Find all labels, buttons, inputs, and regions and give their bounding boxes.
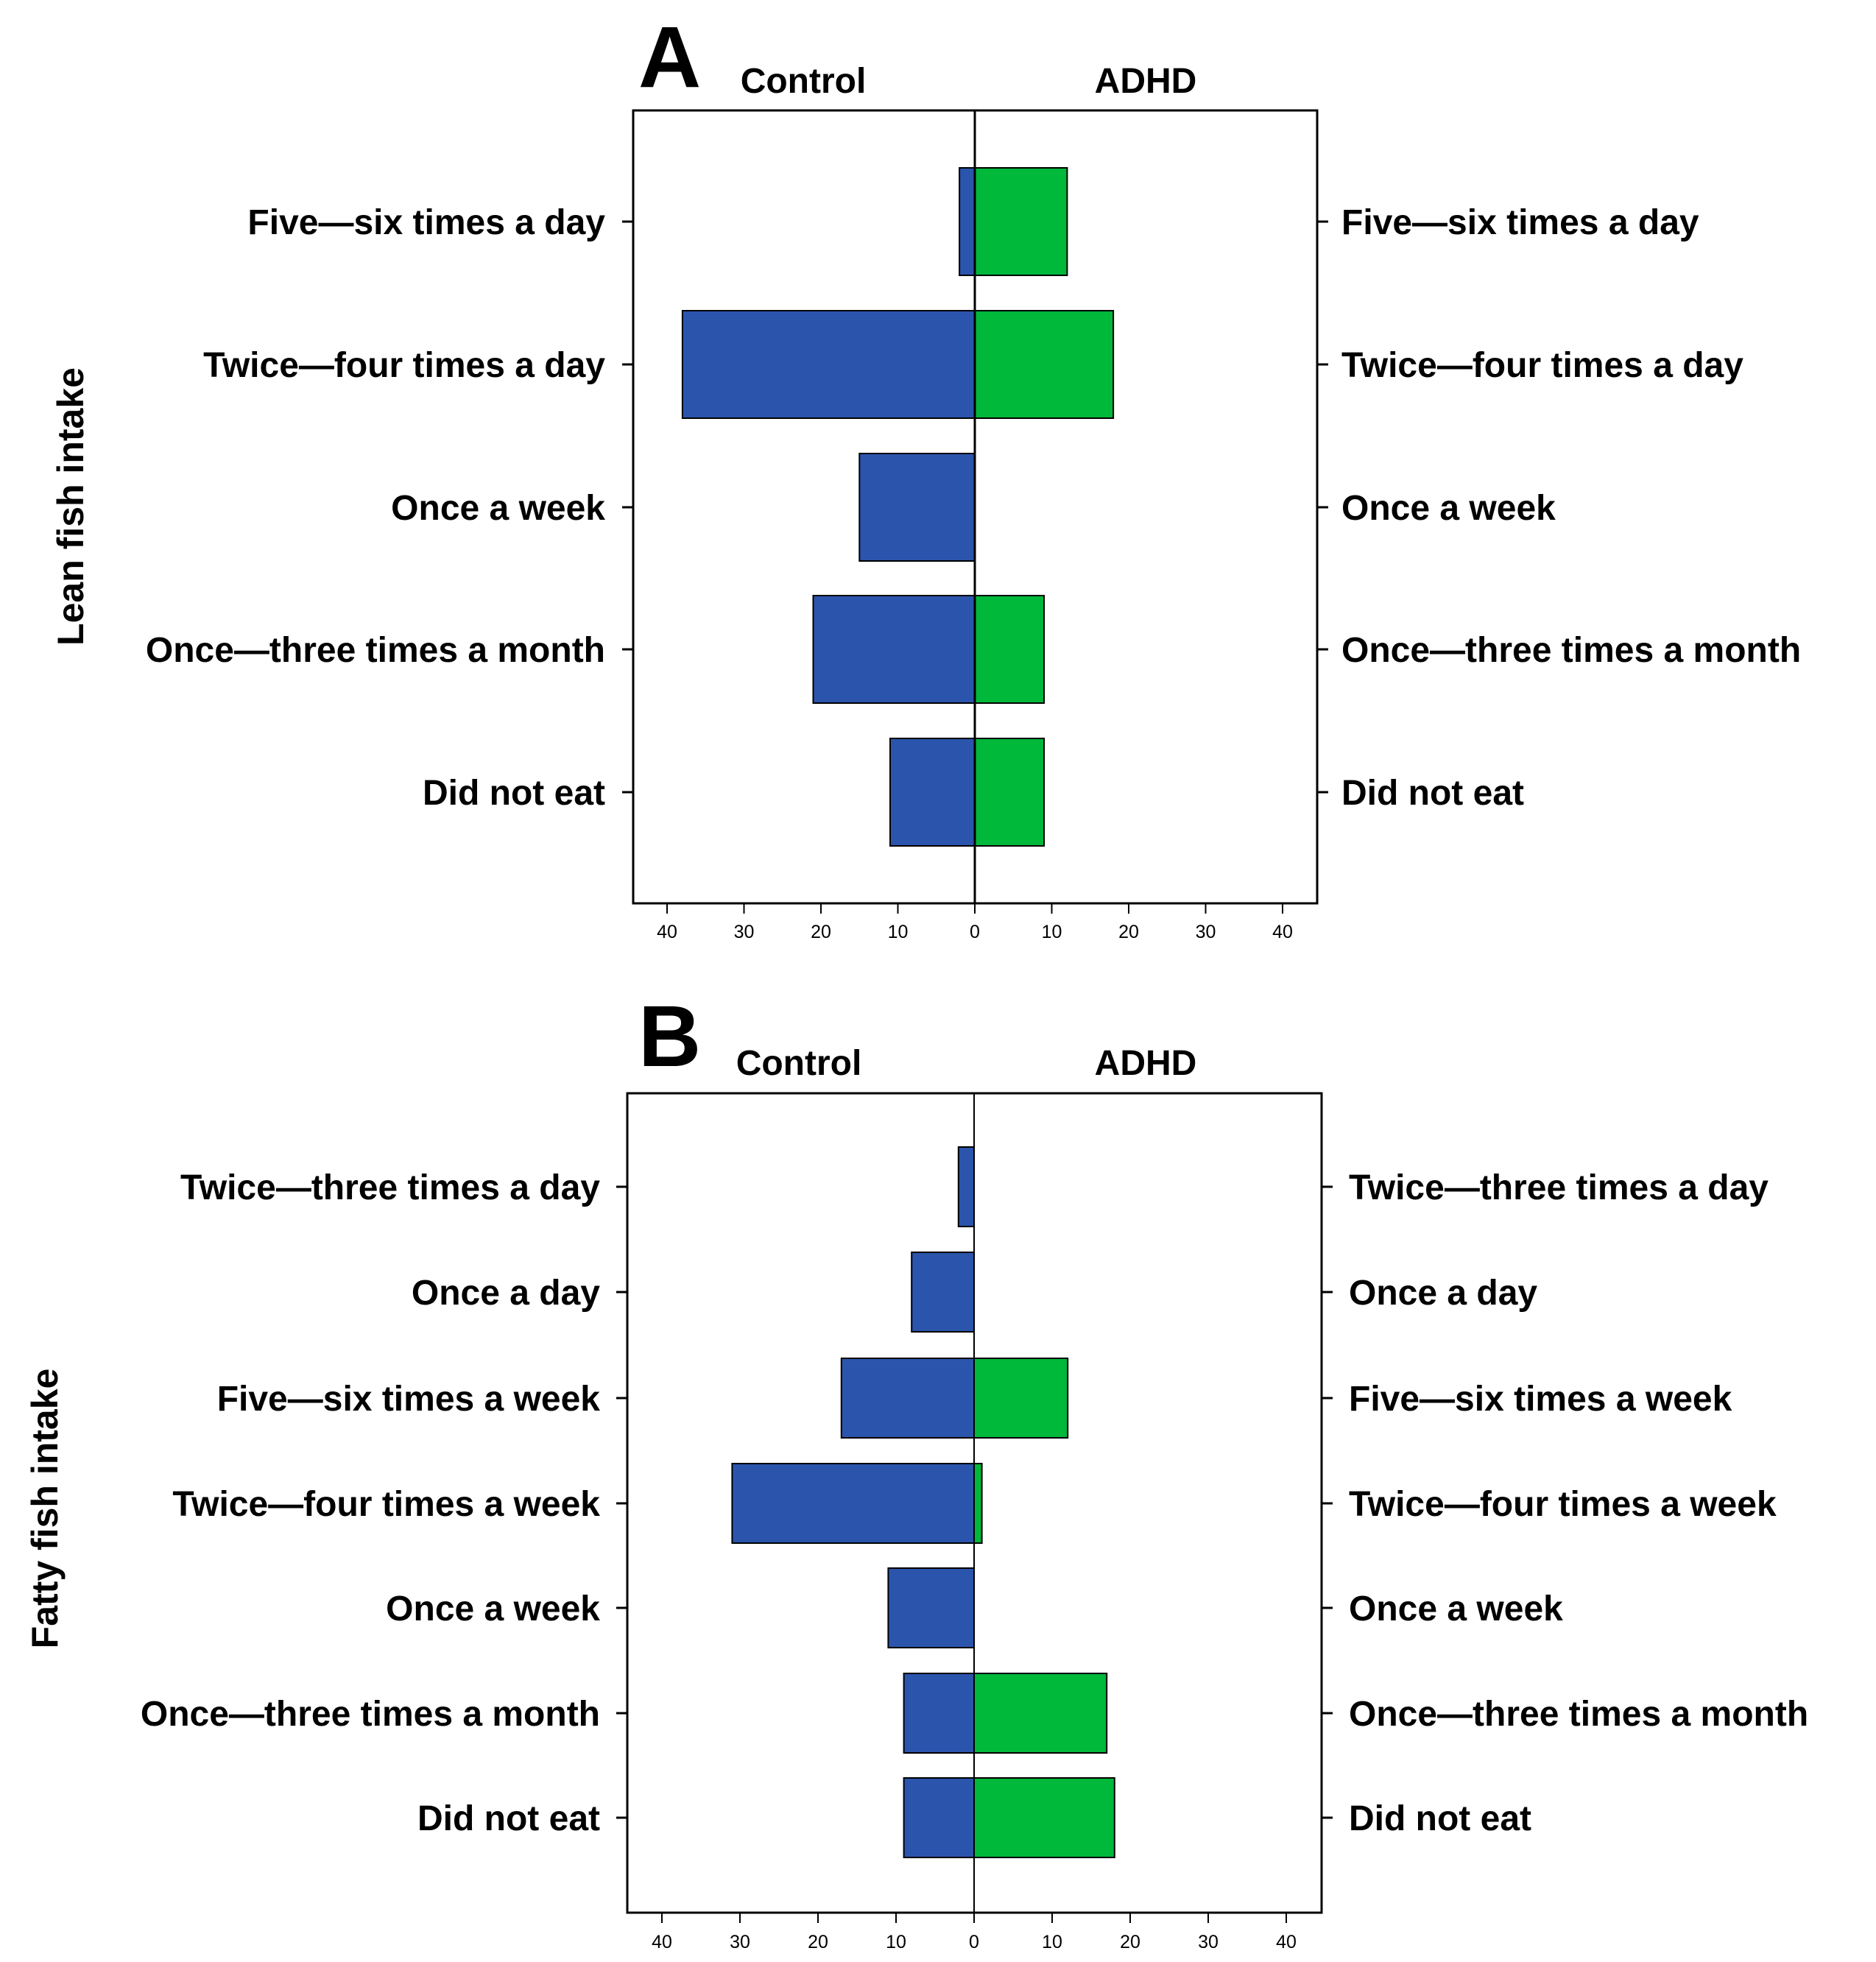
panel-b-right-category-label: Once a week — [1349, 1589, 1563, 1628]
panel-b-left-category-label: Five—six times a week — [217, 1380, 601, 1419]
panel-b-bar-adhd-3 — [973, 1358, 1069, 1439]
panel-b-category-labels: Twice—three times a day Twice—three times… — [141, 1168, 1808, 1838]
panel-b-x-tick-label: 30 — [1198, 1932, 1219, 1952]
panel-b-x-tick-label: 0 — [969, 1932, 979, 1952]
panel-b-right-category-label: Twice—four times a week — [1349, 1485, 1777, 1524]
panel-a-x-axis: 40 30 20 10 0 10 20 30 40 — [657, 903, 1293, 942]
panel-b-right-category-label: Twice—three times a day — [1349, 1168, 1769, 1207]
panel-b-left-category-label: Once a week — [386, 1589, 600, 1628]
panel-b-right-group-label: ADHD — [1095, 1044, 1197, 1083]
panel-b-x-tick-label: 10 — [886, 1932, 906, 1952]
panel-a-x-tick-label: 20 — [1118, 922, 1139, 942]
panel-b-bar-adhd-7 — [973, 1777, 1115, 1858]
panel-a-bar-adhd-1 — [974, 167, 1068, 276]
panel-b-bar-control-7 — [903, 1777, 975, 1858]
panel-a-x-tick-label: 10 — [1042, 922, 1062, 942]
panel-a-bars — [681, 167, 1115, 847]
panel-a-left-group-label: Control — [741, 62, 867, 101]
panel-a-bar-control-4 — [812, 595, 976, 704]
panel-a-left-category-label: Five—six times a day — [247, 203, 605, 242]
panel-a-x-tick-label: 30 — [734, 922, 755, 942]
panel-a-x-tick-label: 30 — [1196, 922, 1216, 942]
panel-b-x-tick-label: 30 — [730, 1932, 750, 1952]
panel-a-right-category-label: Twice—four times a day — [1341, 346, 1743, 385]
panel-a-bar-control-2 — [681, 310, 976, 419]
panel-a-bar-adhd-5 — [974, 738, 1045, 847]
panel-b-bar-control-4 — [731, 1463, 976, 1544]
panel-a-x-tick-label: 40 — [1272, 922, 1293, 942]
panel-a-y-axis-label: Lean fish intake — [50, 367, 91, 646]
panel-b-right-category-label: Once a day — [1349, 1274, 1537, 1313]
panel-a-right-category-label: Did not eat — [1341, 774, 1524, 813]
panel-a-left-category-label: Once—three times a month — [146, 631, 605, 670]
panel-b-x-tick-label: 10 — [1042, 1932, 1062, 1952]
panel-b-x-tick-label: 20 — [808, 1932, 828, 1952]
panel-b-left-category-label: Once a day — [412, 1274, 600, 1313]
panel-a-x-tick-label: 20 — [811, 922, 831, 942]
panel-a-bar-control-5 — [889, 738, 976, 847]
panel-b-bar-adhd-4 — [973, 1463, 983, 1544]
panel-a-letter: A — [638, 9, 701, 106]
panel-a-left-category-label: Once a week — [391, 489, 605, 528]
panel-a-bar-adhd-2 — [974, 310, 1115, 419]
panel-a-bar-control-1 — [959, 167, 976, 276]
panel-b-bar-control-3 — [840, 1358, 976, 1439]
panel-b-left-group-label: Control — [736, 1044, 862, 1083]
panel-a-left-category-label: Twice—four times a day — [203, 346, 605, 385]
panel-a-bar-control-3 — [858, 453, 976, 562]
panel-b-x-tick-label: 40 — [1276, 1932, 1297, 1952]
panel-a-right-category-label: Five—six times a day — [1341, 203, 1699, 242]
panel-b-letter: B — [638, 988, 701, 1085]
panel-b-left-category-label: Once—three times a month — [141, 1695, 600, 1734]
panel-b-x-axis: 40 30 20 10 0 10 20 30 40 — [652, 1913, 1297, 1952]
panel-b-bar-control-1 — [957, 1146, 976, 1227]
panel-b-bar-adhd-6 — [973, 1673, 1108, 1754]
panel-b-right-category-label: Once—three times a month — [1349, 1695, 1808, 1734]
panel-a-x-tick-label: 10 — [888, 922, 909, 942]
panel-b-right-category-label: Five—six times a week — [1349, 1380, 1732, 1419]
panel-a-right-group-label: ADHD — [1095, 62, 1197, 101]
panel-a: A Control ADHD Lean fish intake Five—six… — [50, 9, 1801, 942]
panel-b-bar-control-6 — [903, 1673, 975, 1754]
panel-b-bar-control-2 — [911, 1252, 975, 1333]
panel-a-x-tick-label: 0 — [970, 922, 980, 942]
panel-b-left-category-label: Twice—four times a week — [172, 1485, 600, 1524]
panel-b: B Control ADHD Fatty fish intake Twice—t… — [24, 988, 1808, 1952]
panel-a-right-category-label: Once a week — [1341, 489, 1556, 528]
panel-b-x-tick-label: 40 — [652, 1932, 672, 1952]
panel-a-bar-adhd-4 — [974, 595, 1045, 704]
panel-a-right-category-label: Once—three times a month — [1341, 631, 1801, 670]
panel-a-category-labels: Five—six times a day Five—six times a day… — [146, 203, 1801, 813]
panel-a-x-tick-label: 40 — [657, 922, 677, 942]
panel-b-x-tick-label: 20 — [1120, 1932, 1140, 1952]
panel-b-right-category-label: Did not eat — [1349, 1799, 1531, 1838]
panel-b-left-category-label: Twice—three times a day — [180, 1168, 600, 1207]
panel-b-left-category-label: Did not eat — [417, 1799, 600, 1838]
panel-b-bars — [731, 1146, 1115, 1858]
panel-b-y-axis-label: Fatty fish intake — [24, 1369, 66, 1649]
panel-b-bar-control-5 — [887, 1567, 976, 1648]
panel-a-left-category-label: Did not eat — [423, 774, 605, 813]
